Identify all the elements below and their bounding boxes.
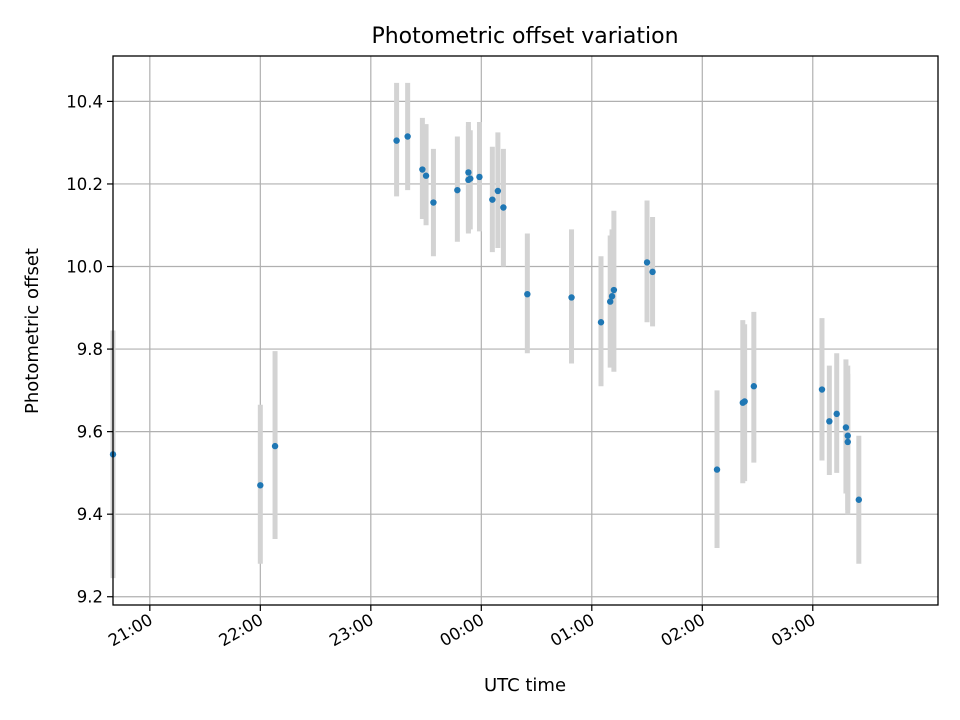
data-point (649, 268, 656, 276)
data-point (741, 398, 748, 405)
data-point (430, 199, 437, 206)
data-point (494, 187, 502, 195)
data-point (404, 133, 411, 140)
y-tick-label: 9.6 (77, 423, 103, 442)
data-point (467, 175, 474, 182)
data-point (393, 137, 400, 144)
data-point (476, 173, 483, 181)
data-point (750, 383, 758, 390)
y-tick-label: 9.2 (77, 588, 103, 607)
data-point (844, 432, 851, 439)
data-point (608, 293, 616, 300)
plot-area-frame (112, 55, 939, 606)
data-point (489, 196, 496, 203)
data-point (713, 466, 721, 473)
y-tick-label: 10.0 (66, 258, 103, 277)
data-point (844, 438, 851, 446)
data-point (842, 424, 850, 431)
data-point (271, 442, 279, 450)
data-point (568, 294, 575, 301)
chart-title: Photometric offset variation (371, 24, 678, 49)
data-point (454, 186, 461, 194)
data-point (422, 172, 430, 179)
data-point (419, 166, 426, 173)
data-point (833, 410, 840, 418)
y-tick-label: 10.4 (66, 92, 103, 111)
data-point (465, 169, 472, 176)
data-point (818, 386, 826, 393)
y-axis-ticks: 9.2 9.4 9.6 9.8 10.0 10.2 10.4 (66, 92, 113, 607)
data-point (607, 298, 614, 305)
data-point (610, 286, 618, 294)
y-tick-label: 10.2 (66, 175, 103, 194)
data-point (826, 418, 833, 425)
data-points (109, 133, 863, 503)
data-point (643, 259, 651, 266)
data-point (257, 482, 264, 489)
data-point (597, 319, 605, 326)
y-tick-label: 9.8 (77, 340, 103, 359)
y-axis-label: Photometric offset (22, 248, 43, 414)
data-point (500, 204, 507, 211)
data-point (855, 496, 863, 503)
y-tick-label: 9.4 (77, 505, 103, 524)
x-axis-label: UTC time (484, 675, 566, 696)
data-point (524, 290, 531, 298)
